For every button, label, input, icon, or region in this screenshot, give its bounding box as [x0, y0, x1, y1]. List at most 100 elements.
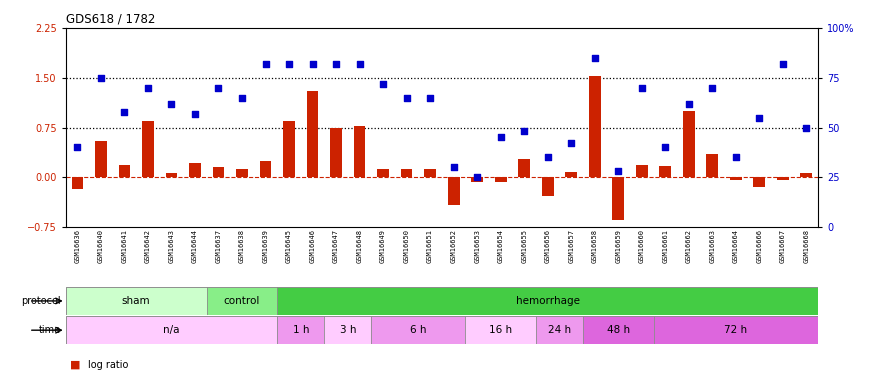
Bar — [66, 287, 206, 315]
Bar — [401, 169, 412, 177]
Bar — [753, 177, 766, 187]
Bar — [66, 316, 277, 344]
Text: GSM16655: GSM16655 — [522, 229, 527, 262]
Text: GSM16657: GSM16657 — [568, 229, 574, 262]
Point — [188, 111, 202, 117]
Bar — [636, 165, 648, 177]
Bar — [583, 316, 654, 344]
Point — [682, 100, 696, 106]
Point — [212, 85, 226, 91]
Bar — [236, 169, 248, 177]
Point — [141, 85, 155, 91]
Text: GSM16662: GSM16662 — [686, 229, 692, 262]
Bar — [801, 172, 812, 177]
Bar — [284, 121, 295, 177]
Bar — [306, 91, 318, 177]
Text: GSM16644: GSM16644 — [192, 229, 198, 262]
Bar — [277, 316, 325, 344]
Text: n/a: n/a — [164, 325, 179, 335]
Point — [70, 144, 84, 150]
Text: GSM16639: GSM16639 — [262, 229, 269, 262]
Point — [446, 164, 460, 170]
Point — [800, 124, 814, 130]
Text: GSM16658: GSM16658 — [592, 229, 598, 262]
Bar — [654, 316, 818, 344]
Bar — [706, 154, 718, 177]
Text: 1 h: 1 h — [292, 325, 309, 335]
Point — [705, 85, 719, 91]
Text: GSM16649: GSM16649 — [380, 229, 386, 262]
Bar — [213, 167, 224, 177]
Bar — [589, 76, 600, 177]
Text: GSM16643: GSM16643 — [169, 229, 174, 262]
Text: GSM16653: GSM16653 — [474, 229, 480, 262]
Point — [282, 61, 296, 67]
Bar — [660, 166, 671, 177]
Text: 48 h: 48 h — [606, 325, 630, 335]
Bar — [777, 177, 788, 180]
Bar — [72, 177, 83, 189]
Text: GSM16650: GSM16650 — [403, 229, 410, 262]
Text: ■: ■ — [70, 360, 80, 370]
Point — [776, 61, 790, 67]
Text: sham: sham — [122, 296, 150, 306]
Text: 16 h: 16 h — [489, 325, 512, 335]
Bar — [682, 111, 695, 177]
Point — [305, 61, 319, 67]
Text: control: control — [224, 296, 260, 306]
Bar — [354, 126, 366, 177]
Text: GDS618 / 1782: GDS618 / 1782 — [66, 13, 155, 26]
Text: GSM16638: GSM16638 — [239, 229, 245, 262]
Point — [353, 61, 367, 67]
Text: GSM16647: GSM16647 — [333, 229, 339, 262]
Point — [588, 55, 602, 61]
Bar — [518, 159, 530, 177]
Point — [258, 61, 272, 67]
Point — [424, 95, 438, 101]
Text: GSM16663: GSM16663 — [710, 229, 715, 262]
Bar — [325, 316, 371, 344]
Text: GSM16656: GSM16656 — [545, 229, 550, 262]
Text: GSM16651: GSM16651 — [427, 229, 433, 262]
Point — [612, 168, 626, 174]
Text: 3 h: 3 h — [340, 325, 356, 335]
Bar — [377, 169, 389, 177]
Bar — [189, 163, 201, 177]
Bar — [330, 128, 342, 177]
Text: protocol: protocol — [22, 296, 61, 306]
Text: time: time — [39, 325, 61, 335]
Text: GSM16648: GSM16648 — [357, 229, 362, 262]
Text: GSM16640: GSM16640 — [98, 229, 104, 262]
Point — [376, 81, 390, 87]
Bar — [118, 165, 130, 177]
Point — [634, 85, 648, 91]
Bar — [448, 177, 459, 205]
Bar — [466, 316, 536, 344]
Point — [164, 100, 178, 106]
Bar — [277, 287, 818, 315]
Text: GSM16636: GSM16636 — [74, 229, 80, 262]
Text: GSM16668: GSM16668 — [803, 229, 809, 262]
Point — [117, 109, 131, 115]
Text: GSM16654: GSM16654 — [498, 229, 504, 262]
Bar — [165, 172, 178, 177]
Bar — [95, 141, 107, 177]
Point — [329, 61, 343, 67]
Point — [729, 154, 743, 160]
Text: GSM16666: GSM16666 — [756, 229, 762, 262]
Bar — [612, 177, 624, 220]
Bar — [260, 160, 271, 177]
Bar — [536, 316, 583, 344]
Bar — [206, 287, 277, 315]
Text: GSM16659: GSM16659 — [615, 229, 621, 262]
Text: log ratio: log ratio — [88, 360, 128, 370]
Bar — [472, 177, 483, 182]
Point — [658, 144, 672, 150]
Text: GSM16642: GSM16642 — [145, 229, 150, 262]
Point — [470, 174, 484, 180]
Point — [493, 135, 507, 141]
Text: GSM16667: GSM16667 — [780, 229, 786, 262]
Bar — [730, 177, 742, 180]
Text: 6 h: 6 h — [410, 325, 427, 335]
Bar — [371, 316, 466, 344]
